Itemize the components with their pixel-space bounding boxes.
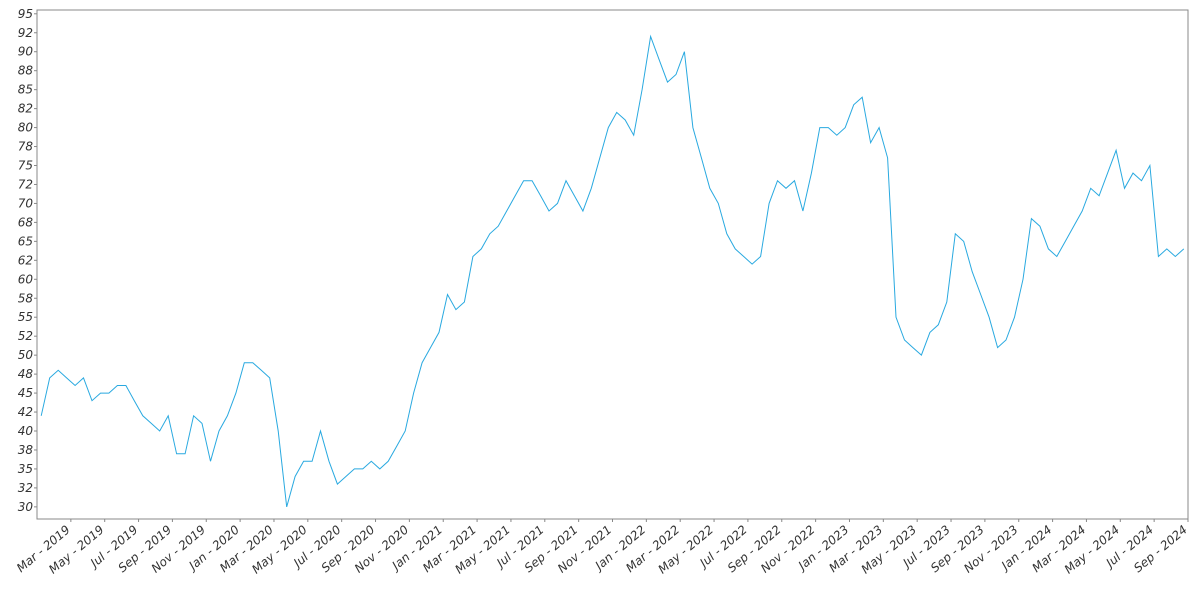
y-tick-label: 75: [18, 159, 33, 173]
plot-frame: [36, 9, 1189, 520]
y-tick-label: 95: [18, 7, 33, 21]
y-tick-label: 48: [18, 367, 34, 381]
y-tick-label: 52: [18, 329, 33, 343]
y-tick-label: 40: [18, 424, 34, 438]
y-tick-label: 62: [18, 253, 33, 267]
y-tick-label: 38: [18, 443, 34, 457]
y-tick-label: 85: [18, 83, 33, 97]
y-tick-label: 30: [18, 500, 34, 514]
y-tick-label: 82: [18, 102, 33, 116]
y-tick-label: 92: [18, 26, 33, 40]
y-tick-label: 42: [18, 405, 33, 419]
y-tick-label: 50: [18, 348, 34, 362]
y-tick-label: 65: [18, 234, 33, 248]
y-tick-label: 45: [18, 386, 33, 400]
y-tick-label: 78: [18, 140, 34, 154]
y-tick-label: 90: [18, 45, 34, 59]
y-tick-label: 32: [18, 481, 33, 495]
y-tick-label: 88: [18, 64, 34, 78]
price-line: [40, 34, 1185, 508]
y-tick-label: 60: [18, 272, 34, 286]
y-tick-label: 68: [18, 215, 34, 229]
y-tick-label: 58: [18, 291, 34, 305]
y-tick-label: 55: [18, 310, 33, 324]
y-tick-label: 70: [18, 196, 34, 210]
y-tick-label: 35: [18, 462, 33, 476]
y-tick-label: 72: [18, 177, 33, 191]
y-tick-label: 80: [18, 121, 34, 135]
